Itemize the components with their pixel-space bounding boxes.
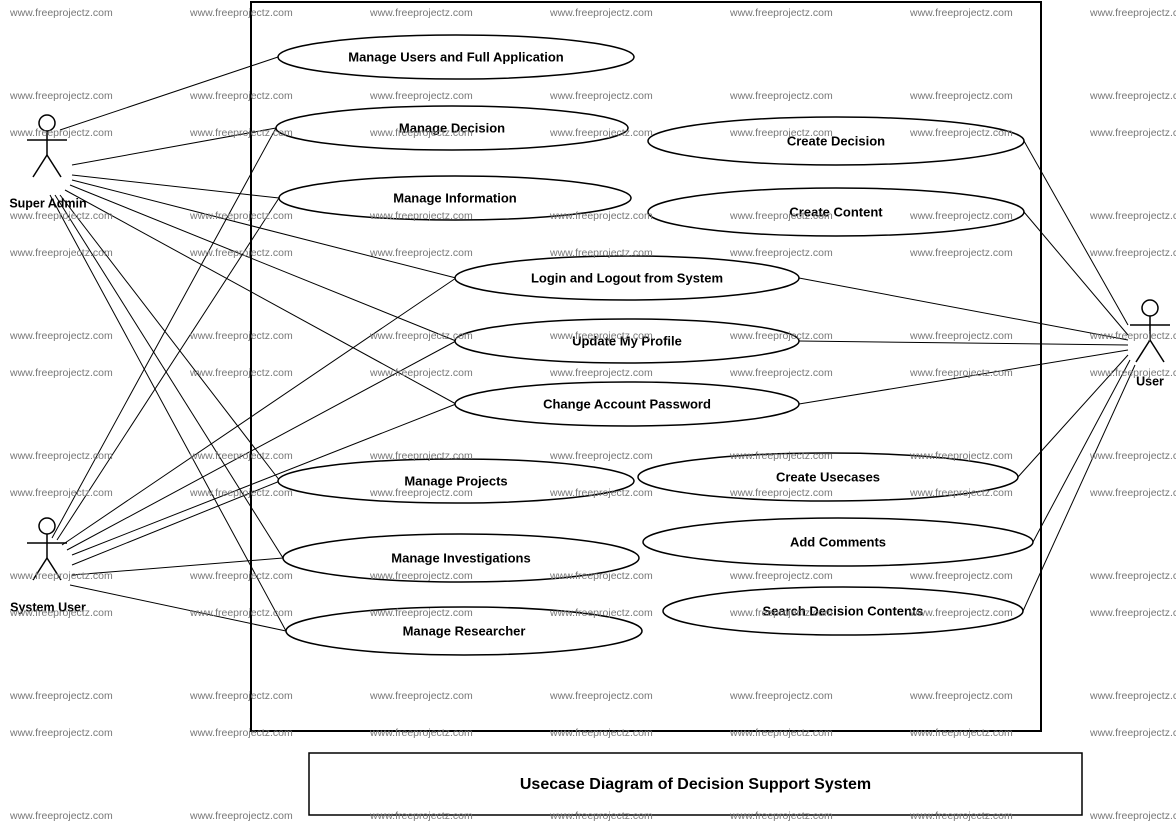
association-edge [52, 128, 276, 538]
association-edge [1033, 360, 1130, 542]
usecase-label-create-decision: Create Decision [787, 133, 885, 148]
usecase-label-manage-projects: Manage Projects [404, 473, 507, 488]
association-edge [65, 190, 456, 404]
association-edge [1024, 212, 1128, 335]
association-edge [1023, 365, 1135, 611]
association-edge [60, 195, 280, 481]
usecase-label-manage-information: Manage Information [393, 190, 517, 205]
usecase-label-create-usecases: Create Usecases [776, 469, 880, 484]
association-edge [57, 198, 279, 540]
usecase-label-manage-researcher: Manage Researcher [403, 623, 526, 638]
usecase-label-add-comments: Add Comments [790, 534, 886, 549]
actor-system-user [27, 518, 67, 580]
actor-label-system-user: System User [10, 600, 86, 614]
usecase-label-create-content: Create Content [789, 204, 883, 219]
association-edge [799, 350, 1128, 404]
usecase-diagram: Manage Users and Full Application Manage … [0, 0, 1176, 819]
actor-super-admin [27, 115, 67, 177]
association-edge [799, 278, 1128, 340]
diagram-title: Usecase Diagram of Decision Support Syst… [520, 776, 871, 793]
usecase-label-update-profile: Update My Profile [572, 333, 682, 348]
association-edge [1024, 141, 1128, 325]
actor-label-user: User [1136, 374, 1164, 388]
usecase-label-manage-investigations: Manage Investigations [391, 550, 530, 565]
usecase-label-manage-users-full-app: Manage Users and Full Application [348, 49, 564, 64]
usecase-label-change-password: Change Account Password [543, 396, 711, 411]
association-edge [72, 481, 280, 565]
association-edge [67, 341, 456, 550]
actor-user [1130, 300, 1170, 362]
association-edge [55, 195, 283, 558]
usecase-label-search-decision-contents: Search Decision Contents [762, 603, 923, 618]
association-edge [72, 128, 276, 165]
usecase-label-login-logout: Login and Logout from System [531, 270, 723, 285]
actor-label-super-admin: Super Admin [9, 196, 86, 210]
association-edge [70, 585, 286, 631]
usecase-label-manage-decision: Manage Decision [399, 120, 505, 135]
association-edge [799, 341, 1128, 345]
association-edge [60, 57, 278, 130]
